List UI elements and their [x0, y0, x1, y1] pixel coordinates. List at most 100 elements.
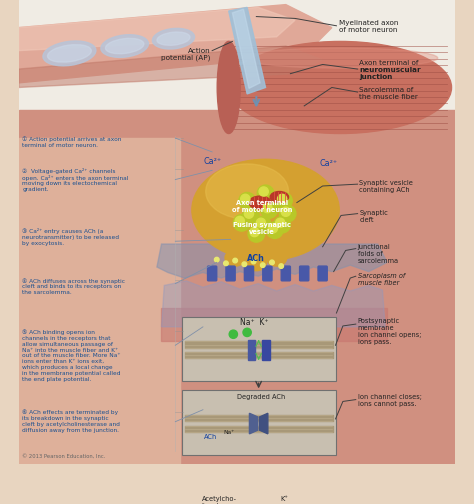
- Text: Synaptic
cleft: Synaptic cleft: [359, 210, 388, 223]
- Circle shape: [268, 224, 277, 233]
- Text: Na⁺  K⁺: Na⁺ K⁺: [240, 318, 268, 327]
- Circle shape: [242, 262, 246, 267]
- FancyBboxPatch shape: [318, 266, 327, 281]
- Text: Degraded ACh: Degraded ACh: [237, 394, 285, 400]
- Polygon shape: [19, 5, 332, 83]
- Text: Acetylcho-
linesterase: Acetylcho- linesterase: [201, 496, 238, 504]
- Text: ③ Ca²⁺ entry causes ACh (a
neurotransmitter) to be released
by exocytosis.: ③ Ca²⁺ entry causes ACh (a neurotransmit…: [22, 228, 119, 246]
- Polygon shape: [249, 413, 258, 434]
- Circle shape: [277, 194, 287, 204]
- FancyBboxPatch shape: [263, 266, 272, 281]
- Circle shape: [224, 261, 228, 266]
- Ellipse shape: [47, 45, 91, 62]
- Circle shape: [279, 205, 296, 222]
- Ellipse shape: [246, 251, 266, 268]
- Ellipse shape: [225, 249, 245, 266]
- Text: ②  Voltage-gated Ca²⁺ channels
open. Ca²⁺ enters the axon terminal
moving down i: ② Voltage-gated Ca²⁺ channels open. Ca²⁺…: [22, 167, 129, 192]
- Circle shape: [261, 202, 277, 218]
- Ellipse shape: [105, 38, 144, 54]
- Text: Ca²⁺: Ca²⁺: [319, 159, 337, 168]
- Text: ACh: ACh: [247, 255, 265, 264]
- FancyBboxPatch shape: [182, 391, 336, 455]
- Circle shape: [214, 258, 219, 262]
- Text: ⑤ ACh binding opens ion
channels in the receptors that
allow simultaneous passag: ⑤ ACh binding opens ion channels in the …: [22, 330, 121, 382]
- Circle shape: [255, 216, 271, 233]
- Ellipse shape: [270, 192, 289, 203]
- Circle shape: [239, 193, 255, 209]
- Circle shape: [245, 209, 254, 218]
- Ellipse shape: [229, 41, 452, 134]
- Polygon shape: [19, 46, 323, 88]
- Ellipse shape: [192, 159, 339, 261]
- Text: Synaptic vesicle
containing ACh: Synaptic vesicle containing ACh: [359, 179, 413, 193]
- Polygon shape: [19, 0, 455, 138]
- Circle shape: [263, 204, 272, 213]
- Circle shape: [276, 218, 285, 227]
- Circle shape: [233, 215, 250, 231]
- Circle shape: [229, 330, 237, 338]
- Circle shape: [235, 216, 245, 226]
- Text: Fusing synaptic
vesicle: Fusing synaptic vesicle: [233, 222, 291, 235]
- Polygon shape: [162, 281, 385, 327]
- Text: © 2013 Pearson Education, Inc.: © 2013 Pearson Education, Inc.: [22, 454, 106, 459]
- Ellipse shape: [243, 48, 438, 68]
- Text: ① Action potential arrives at axon
terminal of motor neuron.: ① Action potential arrives at axon termi…: [22, 136, 122, 148]
- Ellipse shape: [249, 196, 271, 209]
- Polygon shape: [262, 340, 270, 360]
- FancyBboxPatch shape: [226, 266, 235, 281]
- Ellipse shape: [246, 254, 266, 271]
- Text: Axon terminal of: Axon terminal of: [359, 60, 419, 73]
- Text: ACh: ACh: [204, 434, 217, 440]
- Ellipse shape: [43, 41, 96, 66]
- Circle shape: [261, 263, 265, 268]
- Text: Na⁺: Na⁺: [223, 430, 234, 434]
- Ellipse shape: [152, 28, 194, 49]
- Text: Axon terminal
of motor neuron: Axon terminal of motor neuron: [232, 200, 292, 213]
- Ellipse shape: [101, 35, 148, 57]
- Polygon shape: [247, 340, 255, 360]
- Circle shape: [250, 227, 259, 237]
- Text: Ion channel closes;
ions cannot pass.: Ion channel closes; ions cannot pass.: [357, 394, 421, 407]
- Polygon shape: [229, 8, 265, 94]
- Circle shape: [266, 222, 283, 238]
- FancyBboxPatch shape: [208, 266, 217, 281]
- Circle shape: [256, 218, 265, 227]
- Circle shape: [274, 216, 291, 233]
- Polygon shape: [232, 9, 260, 88]
- FancyBboxPatch shape: [281, 266, 291, 281]
- Circle shape: [241, 194, 250, 204]
- Text: Ca²⁺: Ca²⁺: [203, 157, 221, 166]
- Circle shape: [243, 328, 251, 337]
- Text: ⑥ ACh effects are terminated by
its breakdown in the synaptic
cleft by acetylcho: ⑥ ACh effects are terminated by its brea…: [22, 410, 120, 433]
- Ellipse shape: [217, 41, 240, 134]
- Polygon shape: [162, 308, 387, 341]
- Text: Myelinated axon
of motor neuron: Myelinated axon of motor neuron: [339, 20, 399, 33]
- Circle shape: [279, 264, 283, 269]
- Ellipse shape: [157, 32, 190, 45]
- Text: Sarcoplasm of
muscle fiber: Sarcoplasm of muscle fiber: [357, 273, 405, 286]
- Text: Sarcolemma of
the muscle fiber: Sarcolemma of the muscle fiber: [359, 88, 419, 100]
- Polygon shape: [19, 110, 455, 464]
- Circle shape: [243, 207, 259, 224]
- Text: Action
potential (AP): Action potential (AP): [161, 48, 210, 61]
- Circle shape: [251, 259, 256, 264]
- Circle shape: [233, 258, 237, 263]
- Polygon shape: [260, 413, 268, 434]
- FancyBboxPatch shape: [300, 266, 309, 281]
- Text: ④ ACh diffuses across the synaptic
cleft and binds to its receptors on
the sarco: ④ ACh diffuses across the synaptic cleft…: [22, 278, 126, 295]
- Text: K⁺: K⁺: [280, 496, 288, 502]
- Circle shape: [259, 187, 268, 196]
- Polygon shape: [157, 244, 387, 278]
- Text: Junctional
folds of
sarcolemma: Junctional folds of sarcolemma: [357, 244, 399, 264]
- FancyBboxPatch shape: [245, 266, 254, 281]
- Ellipse shape: [266, 249, 287, 266]
- Circle shape: [276, 193, 292, 209]
- Polygon shape: [19, 8, 295, 50]
- Text: Postsynaptic
membrane
ion channel opens;
ions pass.: Postsynaptic membrane ion channel opens;…: [357, 318, 421, 345]
- FancyBboxPatch shape: [182, 317, 336, 381]
- Ellipse shape: [206, 164, 289, 219]
- Polygon shape: [19, 138, 180, 464]
- Circle shape: [248, 226, 264, 242]
- Circle shape: [281, 207, 291, 216]
- Circle shape: [257, 185, 274, 202]
